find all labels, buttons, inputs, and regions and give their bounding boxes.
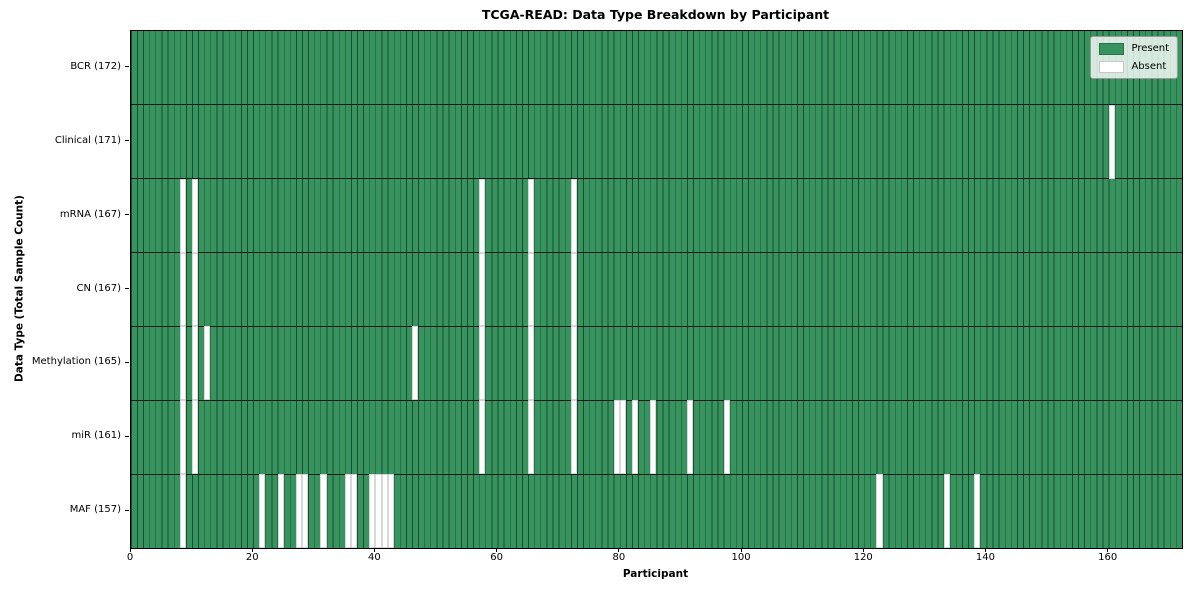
x-tick-mark — [862, 548, 864, 552]
x-tick-label: 40 — [368, 552, 381, 563]
y-tick-mark — [125, 214, 129, 216]
x-tick-mark — [251, 548, 253, 552]
x-axis-label: Participant — [622, 568, 689, 580]
legend-swatch-present-icon — [1099, 42, 1125, 55]
x-tick-label: 0 — [126, 552, 134, 563]
absent-cell — [943, 474, 950, 548]
plot-area: Present Absent — [130, 30, 1183, 549]
y-tick-label: miR (161) — [71, 430, 121, 442]
legend-item-absent: Absent — [1099, 60, 1169, 73]
absent-cell — [479, 326, 486, 401]
x-tick-mark — [984, 548, 986, 552]
x-tick-label: 20 — [245, 552, 259, 563]
x-tick-mark — [1107, 548, 1109, 552]
x-tick-label: 120 — [853, 552, 873, 563]
y-tick-mark — [125, 288, 129, 289]
absent-cell — [528, 400, 535, 475]
row-separator — [131, 178, 1182, 180]
absent-cell — [192, 252, 199, 327]
legend: Present Absent — [1090, 36, 1178, 79]
absent-cell — [179, 178, 186, 253]
legend-label-absent: Absent — [1131, 61, 1167, 72]
absent-cell — [528, 326, 535, 401]
absent-cell — [619, 400, 626, 475]
y-tick-mark — [125, 509, 129, 511]
absent-cell — [192, 326, 199, 401]
absent-cell — [723, 400, 730, 475]
x-tick-mark — [373, 548, 375, 552]
absent-cell — [1108, 104, 1115, 179]
absent-cell — [179, 474, 186, 548]
row-separator — [131, 399, 1182, 401]
x-tick-label: 100 — [731, 552, 751, 563]
absent-cell — [974, 474, 981, 548]
x-tick-mark — [129, 548, 131, 552]
absent-cell — [375, 474, 382, 548]
x-tick-mark — [496, 548, 498, 552]
absent-cell — [179, 400, 186, 475]
x-tick-label: 140 — [975, 552, 995, 563]
absent-cell — [528, 178, 535, 253]
y-tick-mark — [125, 435, 129, 437]
absent-cell — [479, 400, 486, 475]
absent-cell — [650, 400, 657, 475]
absent-cell — [687, 400, 694, 475]
y-tick-label: MAF (157) — [69, 504, 121, 516]
absent-cell — [412, 326, 419, 401]
x-tick-label: 160 — [1098, 552, 1118, 563]
x-tick-label: 80 — [612, 552, 626, 563]
absent-cell — [302, 474, 309, 548]
legend-swatch-absent-icon — [1099, 60, 1125, 73]
row-separator — [131, 252, 1182, 254]
absent-cell — [479, 252, 486, 327]
legend-item-present: Present — [1099, 42, 1169, 55]
x-tick-mark — [618, 548, 620, 552]
absent-cell — [204, 326, 211, 401]
absent-cell — [259, 474, 266, 548]
y-tick-label: CN (167) — [76, 282, 121, 294]
y-tick-mark — [125, 361, 129, 363]
absent-cell — [570, 252, 578, 327]
row-separator — [131, 104, 1182, 106]
absent-cell — [179, 326, 186, 401]
absent-cell — [192, 400, 199, 475]
x-tick-mark — [740, 548, 742, 552]
y-tick-label: BCR (172) — [70, 60, 121, 72]
y-tick-mark — [125, 66, 129, 68]
absent-cell — [369, 474, 376, 548]
y-tick-mark — [125, 140, 129, 142]
absent-cell — [179, 252, 186, 327]
row-separator — [131, 325, 1182, 327]
legend-label-present: Present — [1131, 43, 1169, 54]
absent-cell — [876, 474, 883, 548]
absent-cell — [295, 474, 303, 548]
absent-cell — [277, 474, 284, 548]
x-tick-label: 60 — [490, 552, 503, 563]
absent-cell — [192, 178, 199, 253]
absent-cell — [381, 474, 388, 548]
absent-cell — [613, 400, 620, 475]
y-tick-label: Clinical (171) — [54, 134, 121, 146]
absent-cell — [387, 474, 394, 548]
absent-cell — [528, 252, 535, 327]
absent-cell — [350, 474, 358, 548]
y-tick-label: mRNA (167) — [59, 208, 121, 220]
chart-title: TCGA-READ: Data Type Breakdown by Partic… — [481, 7, 830, 22]
absent-cell — [479, 178, 486, 253]
absent-cell — [344, 474, 351, 548]
row-separator — [131, 473, 1182, 475]
absent-cell — [570, 400, 578, 475]
absent-cell — [320, 474, 327, 548]
absent-cell — [570, 326, 578, 401]
absent-cell — [570, 178, 578, 253]
y-tick-label: Methylation (165) — [31, 356, 121, 368]
absent-cell — [632, 400, 639, 475]
